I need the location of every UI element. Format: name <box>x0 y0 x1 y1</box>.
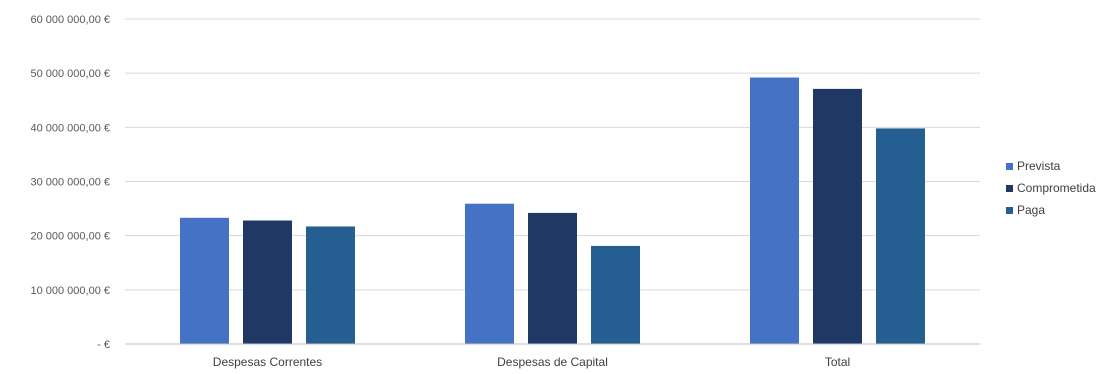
y-tick-label: 20 000 000,00 € <box>30 231 110 243</box>
x-category-label: Total <box>825 355 850 369</box>
legend-label-prevista: Prevista <box>1017 159 1061 173</box>
legend-item-prevista: Prevista <box>1006 155 1096 177</box>
bars <box>180 77 925 344</box>
y-tick-label: 50 000 000,00 € <box>30 68 110 80</box>
y-tick-label: 10 000 000,00 € <box>30 285 110 297</box>
y-tick-label: - € <box>97 339 110 351</box>
legend-swatch-prevista <box>1006 162 1013 170</box>
bar-paga-2 <box>591 245 640 344</box>
legend-item-comprometida: Comprometida <box>1006 177 1096 199</box>
bar-paga-1 <box>306 226 355 344</box>
legend: Prevista Comprometida Paga <box>1006 155 1096 221</box>
x-category-label: Despesas de Capital <box>497 355 608 369</box>
bar-prevista-3 <box>750 77 799 344</box>
y-tick-label: 60 000 000,00 € <box>30 14 110 26</box>
bar-prevista-2 <box>465 203 514 344</box>
bar-comprometida-1 <box>243 220 292 344</box>
x-category-label: Despesas Correntes <box>213 355 322 369</box>
legend-label-paga: Paga <box>1017 203 1046 217</box>
bar-comprometida-3 <box>813 88 862 344</box>
bar-comprometida-2 <box>528 212 577 344</box>
y-tick-label: 40 000 000,00 € <box>30 122 110 134</box>
y-tick-label: 30 000 000,00 € <box>30 177 110 189</box>
bar-paga-3 <box>876 128 925 344</box>
legend-label-comprometida: Comprometida <box>1017 181 1096 195</box>
x-axis-category-labels: Despesas Correntes Despesas de Capital Tot… <box>213 355 850 369</box>
legend-item-paga: Paga <box>1006 199 1096 221</box>
y-axis-tick-labels: - € 10 000 000,00 € 20 000 000,00 € 30 000 … <box>30 14 110 351</box>
legend-swatch-paga <box>1006 206 1013 214</box>
bar-prevista-1 <box>180 217 229 344</box>
legend-swatch-comprometida <box>1006 184 1013 192</box>
